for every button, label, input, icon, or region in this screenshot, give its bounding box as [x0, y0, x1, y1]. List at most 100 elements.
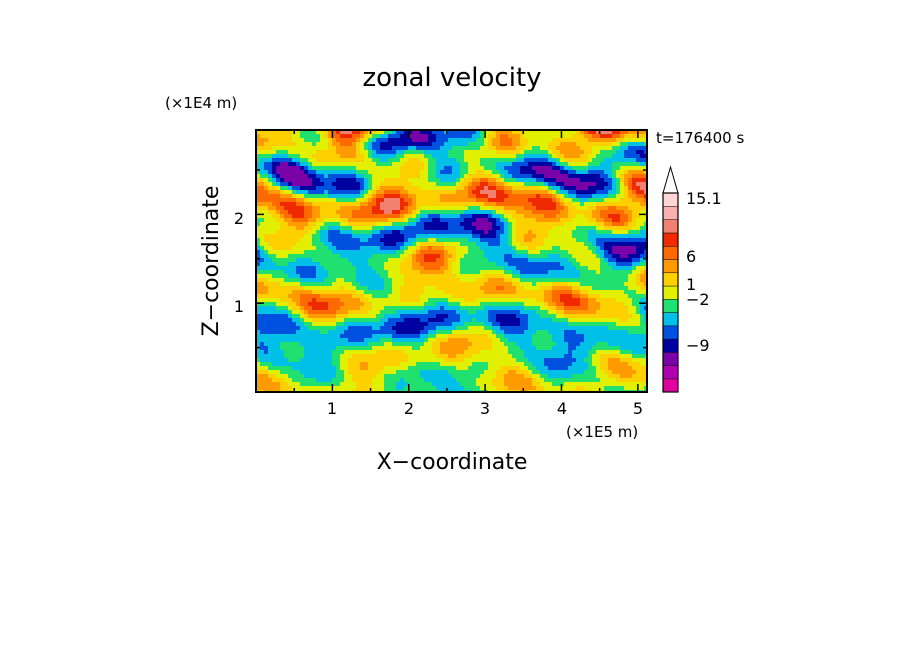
heatmap-cell: [280, 186, 285, 191]
heatmap-cell: [596, 134, 601, 139]
heatmap-cell: [644, 134, 647, 139]
heatmap-cell: [628, 210, 633, 215]
heatmap-cell: [564, 286, 569, 291]
heatmap-cell: [468, 322, 473, 327]
heatmap-cell: [292, 278, 297, 283]
heatmap-cell: [456, 282, 461, 287]
heatmap-cell: [264, 262, 269, 267]
heatmap-cell: [560, 230, 565, 235]
heatmap-cell: [364, 326, 369, 331]
heatmap-cell: [604, 266, 609, 271]
heatmap-cell: [320, 134, 325, 139]
heatmap-cell: [260, 298, 265, 303]
heatmap-cell: [408, 182, 413, 187]
heatmap-cell: [596, 174, 601, 179]
heatmap-cell: [476, 242, 481, 247]
heatmap-cell: [424, 142, 429, 147]
heatmap-cell: [304, 214, 309, 219]
heatmap-cell: [476, 238, 481, 243]
heatmap-cell: [476, 274, 481, 279]
heatmap-cell: [540, 258, 545, 263]
heatmap-cell: [420, 246, 425, 251]
heatmap-cell: [428, 166, 433, 171]
heatmap-cell: [592, 222, 597, 227]
heatmap-cell: [560, 222, 565, 227]
heatmap-cell: [380, 190, 385, 195]
heatmap-cell: [276, 190, 281, 195]
heatmap-cell: [348, 130, 353, 135]
heatmap-cell: [536, 182, 541, 187]
heatmap-cell: [528, 294, 533, 299]
heatmap-cell: [336, 274, 341, 279]
heatmap-cell: [384, 206, 389, 211]
heatmap-cell: [632, 266, 637, 271]
heatmap-cell: [392, 262, 397, 267]
heatmap-cell: [568, 210, 573, 215]
heatmap-cell: [284, 178, 289, 183]
heatmap-cell: [300, 198, 305, 203]
heatmap-cell: [620, 158, 625, 163]
heatmap-cell: [432, 294, 437, 299]
heatmap-cell: [368, 310, 373, 315]
heatmap-cell: [496, 234, 501, 239]
heatmap-cell: [644, 266, 647, 271]
heatmap-cell: [504, 174, 509, 179]
heatmap-cell: [404, 146, 409, 151]
heatmap-cell: [348, 202, 353, 207]
heatmap-cell: [448, 278, 453, 283]
heatmap-cell: [380, 242, 385, 247]
heatmap-cell: [564, 254, 569, 259]
heatmap-cell: [552, 278, 557, 283]
heatmap-cell: [492, 226, 497, 231]
heatmap-cell: [296, 234, 301, 239]
heatmap-cell: [612, 182, 617, 187]
heatmap-cell: [352, 282, 357, 287]
heatmap-cell: [520, 182, 525, 187]
heatmap-cell: [280, 322, 285, 327]
heatmap-cell: [576, 158, 581, 163]
heatmap-cell: [340, 238, 345, 243]
heatmap-cell: [620, 298, 625, 303]
heatmap-cell: [624, 134, 629, 139]
heatmap-cell: [488, 146, 493, 151]
heatmap-cell: [464, 198, 469, 203]
heatmap-cell: [328, 258, 333, 263]
heatmap-cell: [320, 242, 325, 247]
heatmap-cell: [480, 214, 485, 219]
heatmap-cell: [304, 254, 309, 259]
heatmap-cell: [500, 250, 505, 255]
heatmap-cell: [308, 206, 313, 211]
heatmap-cell: [492, 234, 497, 239]
heatmap-cell: [348, 278, 353, 283]
heatmap-cell: [352, 278, 357, 283]
heatmap-cell: [480, 310, 485, 315]
heatmap-cell: [528, 310, 533, 315]
heatmap-cell: [540, 322, 545, 327]
heatmap-cell: [292, 162, 297, 167]
heatmap-cell: [644, 130, 647, 135]
heatmap-cell: [324, 154, 329, 159]
heatmap-cell: [264, 174, 269, 179]
heatmap-cell: [512, 306, 517, 311]
heatmap-cell: [296, 142, 301, 147]
heatmap-cell: [272, 206, 277, 211]
heatmap-cell: [352, 130, 357, 135]
heatmap-cell: [324, 226, 329, 231]
heatmap-cell: [424, 302, 429, 307]
heatmap-cell: [548, 154, 553, 159]
heatmap-cell: [576, 330, 581, 335]
heatmap-cell: [596, 254, 601, 259]
heatmap-cell: [336, 290, 341, 295]
heatmap-cell: [400, 210, 405, 215]
heatmap-cell: [604, 258, 609, 263]
heatmap-cell: [452, 198, 457, 203]
heatmap-cell: [580, 254, 585, 259]
heatmap-cell: [448, 250, 453, 255]
heatmap-cell: [312, 326, 317, 331]
heatmap-cell: [256, 146, 261, 151]
heatmap-cell: [420, 326, 425, 331]
heatmap-cell: [524, 258, 529, 263]
y-unit-label: (×1E4 m): [165, 94, 237, 112]
heatmap-cell: [592, 318, 597, 323]
heatmap-cell: [260, 306, 265, 311]
